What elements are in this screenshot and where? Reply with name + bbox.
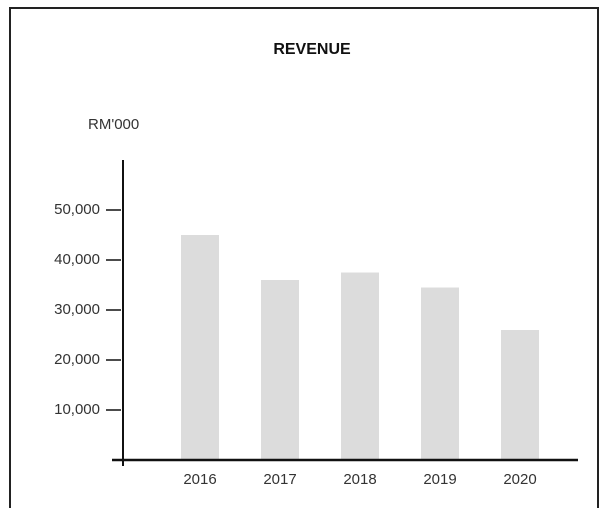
y-tick-label: 20,000 xyxy=(54,351,100,368)
bar xyxy=(501,330,539,460)
bar xyxy=(261,280,299,460)
bar xyxy=(421,287,459,460)
frame xyxy=(9,7,599,508)
y-tick-label: 40,000 xyxy=(54,251,100,268)
y-tick-label: 10,000 xyxy=(54,401,100,418)
x-tick-label: 2018 xyxy=(343,471,376,488)
y-tick-label: 50,000 xyxy=(54,201,100,218)
y-tick-label: 30,000 xyxy=(54,301,100,318)
x-tick-label: 2019 xyxy=(423,471,456,488)
x-tick-label: 2020 xyxy=(503,471,536,488)
x-tick-label: 2016 xyxy=(183,471,216,488)
chart-title: REVENUE xyxy=(273,41,351,58)
bar xyxy=(181,235,219,460)
y-axis-label: RM'000 xyxy=(88,116,139,133)
x-tick-label: 2017 xyxy=(263,471,296,488)
bar xyxy=(341,272,379,460)
